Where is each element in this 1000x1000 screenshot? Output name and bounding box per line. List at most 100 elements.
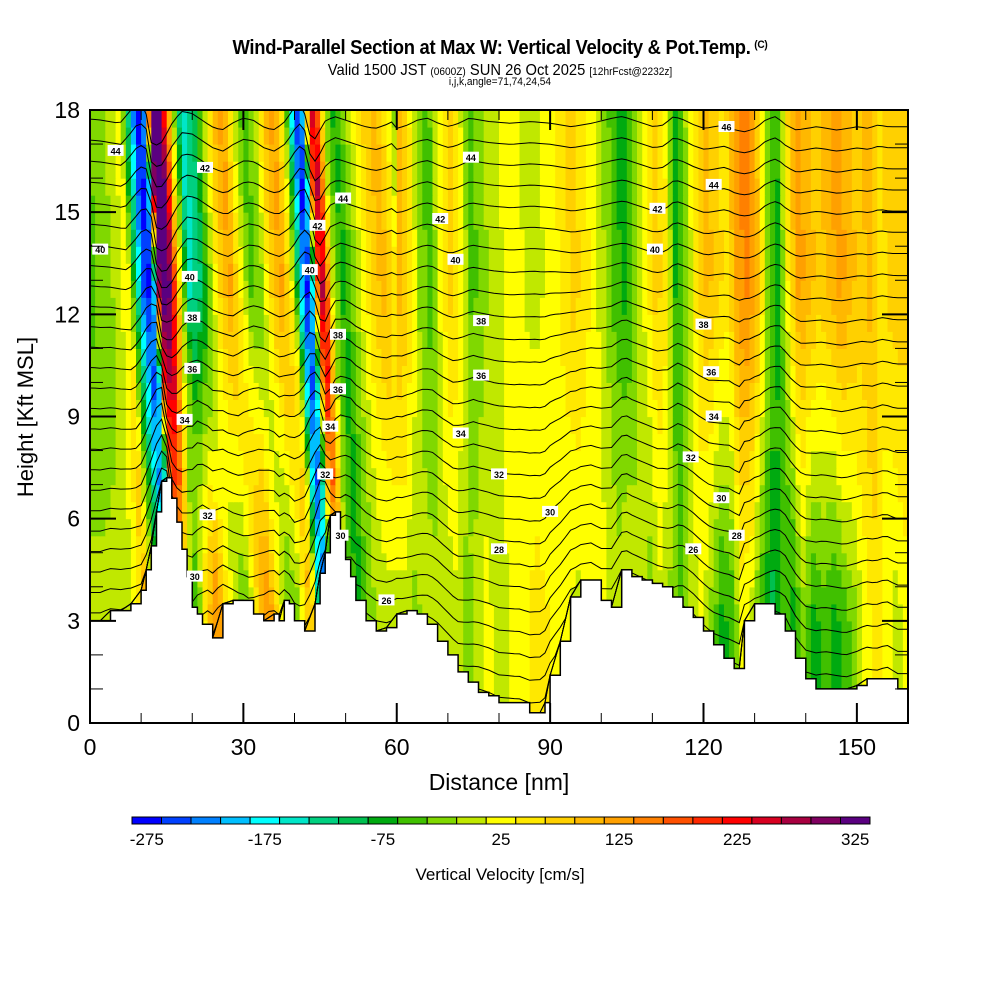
w-cell (427, 603, 434, 622)
w-cell (361, 297, 367, 315)
w-cell (493, 450, 500, 469)
w-cell (330, 433, 336, 452)
w-cell (120, 569, 127, 588)
w-cell (683, 484, 689, 503)
w-cell (657, 433, 664, 452)
w-cell (95, 433, 101, 452)
w-cell (611, 348, 618, 366)
w-cell (386, 416, 393, 435)
w-cell (366, 603, 372, 622)
w-cell (320, 195, 326, 213)
w-cell (534, 552, 541, 571)
w-cell (846, 552, 853, 571)
w-cell (95, 535, 101, 554)
w-cell (187, 484, 193, 503)
w-cell (176, 178, 183, 196)
w-cell (810, 450, 817, 469)
w-cell (315, 348, 321, 366)
w-cell (197, 586, 204, 605)
w-cell (816, 331, 822, 349)
w-cell (509, 246, 515, 264)
w-cell (708, 212, 715, 230)
w-cell (877, 535, 883, 554)
w-cell (437, 518, 444, 537)
w-cell (442, 416, 449, 435)
w-cell (703, 450, 710, 469)
w-cell (713, 229, 720, 247)
w-cell (902, 382, 908, 400)
w-cell (371, 246, 377, 264)
w-cell (422, 569, 428, 588)
w-cell (238, 365, 244, 383)
w-cell (412, 229, 418, 247)
w-cell (785, 246, 791, 264)
w-cell (381, 297, 388, 315)
w-cell (621, 501, 628, 520)
w-cell (499, 586, 505, 605)
w-cell (862, 535, 868, 554)
w-cell (422, 501, 428, 520)
w-cell (637, 314, 643, 332)
w-cell (228, 416, 234, 435)
w-cell (519, 246, 526, 264)
w-cell (810, 348, 817, 366)
w-cell (493, 195, 500, 213)
w-cell (790, 382, 797, 400)
w-cell (524, 654, 531, 673)
w-cell (826, 569, 832, 588)
w-cell (130, 212, 137, 230)
w-cell (212, 484, 219, 503)
w-cell (253, 246, 260, 264)
w-cell (325, 348, 331, 366)
w-cell (647, 280, 653, 298)
w-cell (156, 263, 163, 281)
w-cell (642, 365, 648, 383)
utc-time: (0600Z) (430, 66, 466, 78)
w-cell (749, 365, 756, 383)
w-cell (238, 314, 244, 332)
w-cell (749, 603, 756, 622)
w-cell (437, 467, 444, 486)
w-cell (309, 365, 316, 383)
w-cell (693, 552, 699, 571)
w-cell (887, 382, 894, 400)
w-cell (790, 620, 797, 639)
w-cell (110, 246, 117, 264)
w-cell (626, 348, 633, 366)
w-cell (437, 450, 444, 469)
w-cell (764, 552, 771, 571)
w-cell (846, 263, 853, 281)
w-cell (493, 518, 500, 537)
w-cell (309, 297, 316, 315)
w-cell (867, 433, 873, 452)
w-cell (570, 365, 577, 383)
w-cell (315, 450, 321, 469)
w-cell (555, 212, 561, 230)
w-cell (539, 348, 546, 366)
w-cell (478, 263, 485, 281)
w-cell (217, 348, 224, 366)
w-cell (222, 416, 229, 435)
w-cell (867, 620, 873, 639)
w-cell (427, 518, 434, 537)
w-cell (141, 382, 147, 400)
w-cell (274, 518, 280, 537)
w-cell (274, 246, 280, 264)
w-cell (713, 416, 720, 435)
w-cell (862, 331, 868, 349)
w-cell (325, 246, 331, 264)
w-cell (488, 654, 495, 673)
w-cell (836, 671, 843, 690)
w-cell (115, 212, 122, 230)
w-cell (151, 416, 157, 435)
w-cell (882, 229, 889, 247)
w-cell (856, 263, 863, 281)
w-cell (734, 603, 740, 622)
w-cell (396, 263, 403, 281)
w-cell (851, 399, 858, 418)
w-cell (672, 535, 679, 554)
w-cell (539, 433, 546, 452)
w-cell (652, 484, 659, 503)
w-cell (110, 382, 117, 400)
w-cell (120, 229, 127, 247)
